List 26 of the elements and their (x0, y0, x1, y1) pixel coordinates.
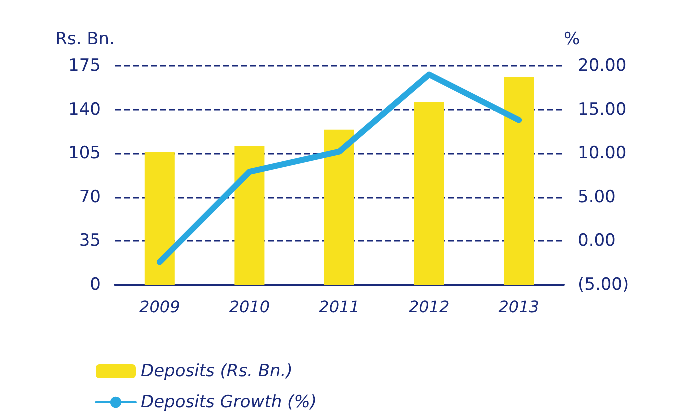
x-tick-label: 2010 (229, 298, 270, 316)
bar (324, 130, 354, 285)
y-tick-label: 105 (68, 144, 101, 164)
bar (144, 152, 175, 285)
legend-label: Deposits Growth (%) (141, 392, 317, 412)
y2-tick-label: 10.00 (578, 144, 627, 164)
y2-tick-label: (5.00) (578, 275, 630, 295)
x-tick-label: 2013 (498, 298, 540, 316)
x-tick-label: 2012 (408, 298, 450, 316)
bar (504, 77, 534, 285)
y-tick-label: 0 (90, 275, 101, 295)
bar (414, 102, 444, 285)
y2-tick-label: 15.00 (578, 100, 627, 120)
y2-axis-title: % (564, 30, 580, 50)
y2-tick-label: 20.00 (578, 56, 627, 76)
bar (234, 146, 265, 285)
y-axis-title: Rs. Bn. (56, 30, 115, 50)
y2-tick-label: 5.00 (578, 187, 616, 208)
x-tick-label: 2011 (319, 298, 360, 316)
x-tick-label: 2009 (140, 298, 180, 316)
y2-tick-label: 0.00 (578, 231, 616, 252)
y-tick-label: 175 (68, 56, 101, 76)
legend-label: Deposits (Rs. Bn.) (141, 362, 293, 382)
y-tick-label: 70 (79, 187, 101, 208)
y-tick-label: 140 (68, 100, 101, 120)
y-tick-label: 35 (79, 231, 101, 252)
